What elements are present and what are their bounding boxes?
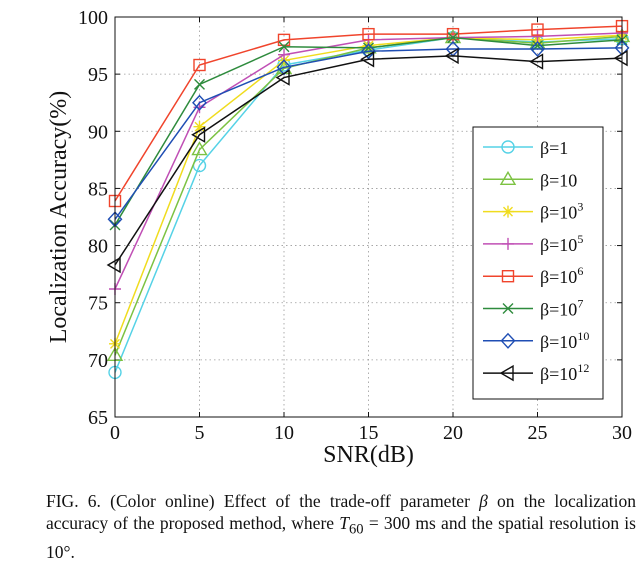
legend-marker [502,205,514,218]
x-axis-title: SNR(dB) [323,442,414,468]
series-6 [109,32,628,231]
data-point [362,27,375,41]
data-point [191,141,208,156]
y-axis-title: Localization Accuracy(%) [46,91,72,344]
data-point [613,49,628,67]
data-point [191,126,206,143]
caption-beta: β [479,491,488,511]
legend-item: β=1 [483,138,568,158]
legend-label: β=106 [540,264,583,287]
data-point [361,43,376,60]
x-tick-label: 20 [443,422,463,444]
x-tick-label: 15 [359,422,379,444]
data-point [278,41,290,53]
legend-item: β=107 [483,297,583,320]
legend-label: β=10 [540,170,577,190]
legend-label: β=1010 [540,329,589,352]
data-point [360,51,375,68]
series-line [114,55,623,266]
legend-label: β=103 [540,200,583,223]
series-line [114,47,623,220]
caption-t-subscript: 60 [349,521,364,538]
x-tick-label: 30 [612,422,632,444]
legend-item: β=106 [483,264,583,287]
legend-marker [502,303,514,314]
x-tick-label: 10 [274,422,294,444]
data-point [194,78,205,90]
data-point [193,120,206,133]
data-point [447,32,459,44]
legend-label-exponent: 7 [577,297,583,311]
data-point [531,30,544,43]
data-point [530,40,545,58]
legend-label-exponent: 6 [577,264,583,278]
x-tick-label: 0 [110,422,120,444]
legend-marker [500,332,516,349]
series-line [114,25,623,202]
y-tick-label: 80 [88,236,108,258]
grid-lines [115,17,622,417]
data-point [193,58,206,72]
y-tick-label: 75 [88,293,108,315]
legend-label-exponent: 3 [577,200,583,214]
caption-text-3: = 300 ms and the spatial resolution is 1… [46,513,636,562]
legend-items: β=1 β=10 β=103 β=105 β=106 β=107 β=1010 β=1012 [483,138,589,384]
y-tick-label: 100 [78,7,108,29]
legend-label-exponent: 10 [577,329,589,343]
legend-marker [501,270,515,283]
data-point [446,27,460,41]
data-point [106,256,121,274]
legend-item: β=103 [483,200,583,223]
legend-label: β=105 [540,232,583,255]
x-tick-label: 25 [528,422,548,444]
legend-item: β=1010 [483,329,589,352]
caption-text-2: on the localization accuracy of the prop… [46,491,636,533]
caption-t-symbol: T [339,513,350,533]
legend-box [472,126,604,400]
legend-label-exponent: 5 [577,232,583,246]
data-point [529,53,544,70]
x-tick-label: 5 [195,422,205,444]
figure-caption: FIG. 6. (Color online) Effect of the tra… [46,490,636,563]
legend-label-exponent: 12 [577,361,589,375]
legend-marker [502,237,514,250]
caption-label: FIG. 6. [46,491,101,511]
data-point [275,69,290,86]
legend: β=1 β=10 β=103 β=105 β=106 β=107 β=1010 β=1012 [472,126,604,400]
legend-marker [501,140,515,154]
plot-frame [114,16,623,418]
legend-item: β=1012 [483,361,589,384]
y-tick-label: 65 [88,407,108,429]
data-point [444,47,459,65]
legend-label: β=107 [540,297,583,320]
y-tick-label: 90 [88,121,108,143]
y-tick-label: 70 [88,350,108,372]
legend-label: β=1 [540,138,568,158]
data-point [192,94,207,111]
caption-text-1: (Color online) Effect of the trade-off p… [100,491,480,511]
y-tick-label: 85 [88,178,108,200]
data-point [531,23,544,36]
legend-item: β=105 [483,232,583,255]
legend-marker [499,364,514,382]
legend-label: β=1012 [540,361,589,384]
data-series [106,19,631,380]
legend-item: β=10 [483,170,577,190]
series-8 [106,47,628,274]
legend-marker [499,170,517,186]
data-point [278,48,290,61]
y-tick-label: 95 [88,64,108,86]
data-point [277,33,291,47]
